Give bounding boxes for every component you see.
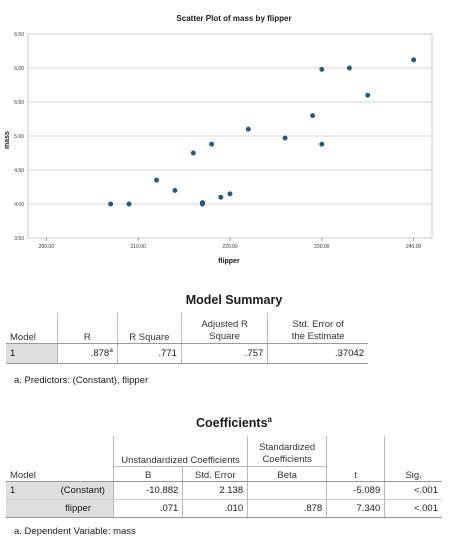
header-spacer-t xyxy=(326,436,385,467)
coefficients-footnote: a. Dependent Variable: mass xyxy=(14,526,136,537)
header-beta: Beta xyxy=(247,466,327,482)
scatter-point xyxy=(172,187,178,193)
cell-r-square: .771 xyxy=(116,343,182,364)
x-tick-label: 220.00 xyxy=(222,244,238,250)
scatter-point xyxy=(245,126,251,132)
scatter-point xyxy=(319,141,325,147)
y-tick-label: 6.00 xyxy=(14,66,24,72)
scatter-point xyxy=(310,113,316,119)
header-std-error-line1: Std. Error of xyxy=(292,319,344,330)
header-standardized: Standardized Coefficients xyxy=(247,436,327,467)
header-model: Model xyxy=(6,466,114,482)
scatter-point xyxy=(154,177,159,183)
row-name-flipper: flipper xyxy=(46,499,114,518)
cell-t-flipper: 7.340 xyxy=(326,499,385,518)
row-model-number-blank xyxy=(6,499,47,518)
y-tick-label: 5.00 xyxy=(14,134,24,140)
cell-b-constant: -10.882 xyxy=(112,481,183,500)
scatter-point xyxy=(200,201,205,207)
scatter-point xyxy=(282,135,288,141)
scatter-point xyxy=(365,92,371,98)
x-tick-label: 230.00 xyxy=(314,244,330,250)
cell-sig-flipper: <.001 xyxy=(384,499,442,518)
cell-beta-flipper: .878 xyxy=(247,499,327,518)
row-model: 1 xyxy=(6,343,58,364)
scatter-point xyxy=(190,150,196,156)
cell-adj-r-square: .757 xyxy=(180,343,268,364)
header-adj-r-square: Adjusted R Square xyxy=(180,313,268,344)
coefficients-title: Coefficientsa xyxy=(0,415,468,430)
header-r: R xyxy=(56,313,118,344)
scatter-point xyxy=(126,201,132,207)
scatter-plot: Scatter Plot of mass by flipper mass fli… xyxy=(0,0,468,270)
header-r-square: R Square xyxy=(116,313,182,344)
x-tick-label: 200.00 xyxy=(39,244,55,250)
header-std-error: Std. Error of the Estimate xyxy=(267,313,368,344)
y-tick-label: 3.50 xyxy=(14,236,24,242)
scatter-point xyxy=(227,191,233,197)
scatter-point xyxy=(411,57,417,63)
x-tick-label: 210.00 xyxy=(131,244,147,250)
model-summary-table: Model R R Square Adjusted R Square Std. E… xyxy=(6,313,368,364)
row-model-number: 1 xyxy=(6,481,47,500)
r-value: .878 xyxy=(90,348,110,360)
header-b: B xyxy=(112,466,183,482)
scatter-point xyxy=(319,66,325,72)
scatter-chart-svg: Scatter Plot of mass by flipper mass fli… xyxy=(4,14,433,265)
cell-std-error-constant: 2.138 xyxy=(182,481,248,500)
y-tick-label: 5.50 xyxy=(14,100,24,106)
cell-sig-constant: <.001 xyxy=(384,481,442,500)
x-axis-label: flipper xyxy=(218,258,240,265)
coefficients-title-marker: a xyxy=(267,415,272,424)
x-tick-label: 240.00 xyxy=(406,244,422,250)
header-spacer-model xyxy=(6,436,46,467)
cell-beta-constant xyxy=(247,481,327,500)
header-t: t xyxy=(326,466,385,482)
header-standardized-line1: Standardized xyxy=(259,442,316,453)
cell-r: .878a xyxy=(56,343,118,364)
y-tick-label: 6.50 xyxy=(14,32,24,38)
header-std-error: Std. Error xyxy=(182,466,248,482)
header-sig: Sig. xyxy=(384,466,442,482)
y-tick-label: 4.50 xyxy=(14,168,24,174)
scatter-point xyxy=(209,141,215,147)
header-standardized-line2: Coefficients xyxy=(262,454,312,465)
y-axis-label: mass xyxy=(4,131,11,149)
header-adj-r-square-line2: Square xyxy=(209,331,240,342)
row-name-constant: (Constant) xyxy=(46,481,114,500)
cell-std-error: .37042 xyxy=(267,343,368,364)
scatter-point xyxy=(108,201,114,207)
scatter-point xyxy=(218,194,224,200)
chart-title: Scatter Plot of mass by flipper xyxy=(176,14,291,23)
header-adj-r-square-line1: Adjusted R xyxy=(201,319,248,330)
header-spacer-sig xyxy=(384,436,442,467)
model-summary-title: Model Summary xyxy=(185,293,283,307)
header-unstandardized: Unstandardized Coefficients xyxy=(112,436,248,467)
header-std-error-line2: the Estimate xyxy=(291,331,345,342)
header-spacer-name xyxy=(46,436,113,467)
cell-std-error-flipper: .010 xyxy=(182,499,248,518)
coefficients-title-text: Coefficients xyxy=(196,416,268,431)
cell-t-constant: -5.089 xyxy=(326,481,385,500)
r-footnote-marker: a xyxy=(109,347,113,355)
cell-b-flipper: .071 xyxy=(112,499,183,518)
header-model: Model xyxy=(6,313,58,344)
scatter-point xyxy=(346,65,352,71)
model-summary-footnote: a. Predictors: (Constant), flipper xyxy=(14,375,149,386)
y-tick-label: 4.00 xyxy=(14,202,24,208)
coefficients-table: Unstandardized Coefficients Standardized… xyxy=(6,436,442,518)
